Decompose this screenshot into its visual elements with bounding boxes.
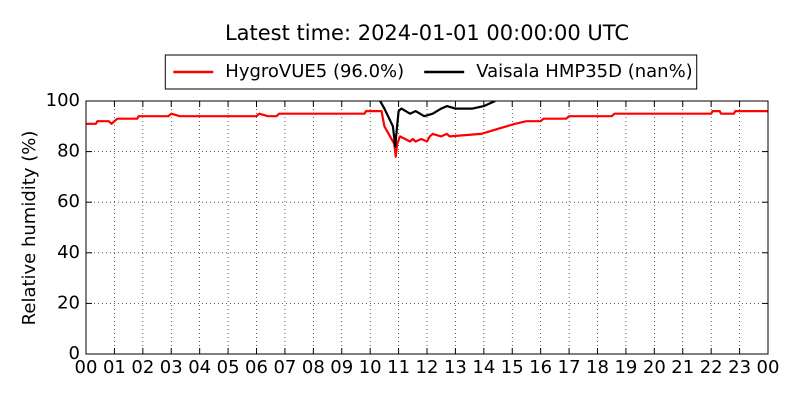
y-tick-label: 0	[69, 343, 80, 364]
legend-label: Vaisala HMP35D (nan%)	[476, 61, 693, 82]
chart-title: Latest time: 2024-01-01 00:00:00 UTC	[225, 21, 629, 45]
x-tick-label: 15	[501, 357, 524, 378]
legend: HygroVUE5 (96.0%) Vaisala HMP35D (nan%)	[164, 54, 698, 90]
x-tick-label: 12	[416, 357, 439, 378]
x-tick-label: 11	[387, 357, 410, 378]
x-tick-label: 18	[586, 357, 609, 378]
x-tick-label: 21	[671, 357, 694, 378]
x-tick-label: 07	[273, 357, 296, 378]
x-tick-label: 14	[472, 357, 495, 378]
y-tick-label: 80	[57, 141, 80, 162]
x-tick-label: 08	[302, 357, 325, 378]
x-tick-label: 03	[160, 357, 183, 378]
plot-lines	[86, 101, 768, 158]
x-tick-label: 23	[728, 357, 751, 378]
x-tick-label: 17	[558, 357, 581, 378]
x-tick-label: 20	[643, 357, 666, 378]
y-tick-label: 100	[46, 90, 80, 111]
x-tick-label: 04	[188, 357, 211, 378]
x-tick-label: 22	[700, 357, 723, 378]
x-tick-label: 05	[217, 357, 240, 378]
y-tick-label: 20	[57, 292, 80, 313]
y-tick-label: 40	[57, 242, 80, 263]
x-tick-label: 16	[529, 357, 552, 378]
data-line	[379, 101, 496, 148]
x-tick-label: 10	[359, 357, 382, 378]
legend-label: HygroVUE5 (96.0%)	[225, 61, 404, 82]
x-tick-label: 09	[330, 357, 353, 378]
x-tick-label: 00	[75, 357, 98, 378]
y-tick-label: 60	[57, 191, 80, 212]
y-axis-label: Relative humidity (%)	[19, 131, 40, 326]
data-line	[86, 110, 768, 158]
x-tick-label: 01	[103, 357, 126, 378]
x-tick-label: 19	[614, 357, 637, 378]
x-tick-label: 02	[131, 357, 154, 378]
x-tick-label: 06	[245, 357, 268, 378]
x-tick-label: 00	[757, 357, 780, 378]
x-tick-label: 13	[444, 357, 467, 378]
